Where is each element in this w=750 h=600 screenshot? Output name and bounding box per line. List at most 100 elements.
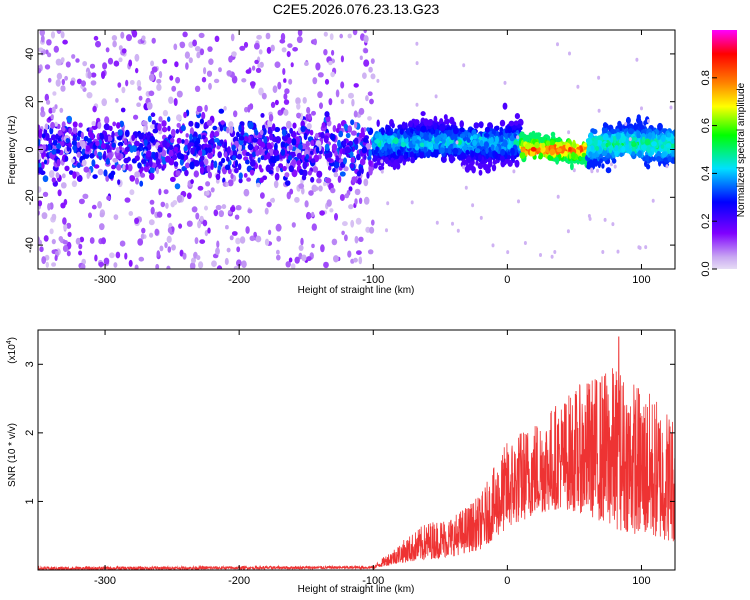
heatmap-point bbox=[670, 157, 675, 164]
heatmap-point bbox=[459, 133, 466, 139]
heatmap-point bbox=[162, 58, 168, 64]
heatmap-point bbox=[87, 71, 92, 79]
heatmap-point bbox=[363, 48, 369, 54]
heatmap-point bbox=[287, 155, 293, 161]
heatmap-point bbox=[435, 220, 439, 225]
heatmap-point bbox=[65, 138, 70, 143]
heatmap-point bbox=[53, 45, 59, 53]
heatmap-point bbox=[214, 35, 220, 42]
heatmap-point bbox=[323, 31, 328, 37]
heatmap-point bbox=[461, 158, 466, 165]
heatmap-point bbox=[185, 62, 189, 70]
heatmap-point bbox=[247, 104, 251, 113]
heatmap-point bbox=[236, 259, 242, 267]
heatmap-point bbox=[88, 129, 93, 138]
heatmap-point bbox=[314, 186, 319, 191]
heatmap-point bbox=[149, 172, 155, 181]
heatmap-point bbox=[289, 188, 294, 195]
heatmap-point bbox=[640, 106, 643, 111]
heatmap-point bbox=[238, 178, 243, 184]
heatmap-point bbox=[225, 182, 229, 187]
heatmap-point bbox=[490, 136, 494, 144]
heatmap-point bbox=[386, 201, 390, 206]
heatmap-point bbox=[63, 223, 68, 231]
heatmap-point bbox=[273, 149, 279, 156]
heatmap-point bbox=[90, 80, 97, 86]
heatmap-point bbox=[307, 212, 312, 219]
heatmap-point bbox=[323, 261, 329, 269]
heatmap-point bbox=[176, 114, 182, 122]
heatmap-point bbox=[340, 81, 345, 89]
heatmap-point bbox=[312, 166, 319, 173]
heatmap-point bbox=[310, 158, 316, 164]
heatmap-point bbox=[43, 235, 49, 242]
heatmap-point bbox=[412, 135, 418, 142]
heatmap-point bbox=[500, 155, 505, 162]
heatmap-point bbox=[189, 133, 193, 141]
heatmap-point bbox=[234, 167, 239, 174]
heatmap-point bbox=[133, 114, 139, 120]
heatmap-point bbox=[367, 249, 374, 255]
heatmap-point bbox=[343, 138, 347, 147]
heatmap-point bbox=[226, 156, 230, 162]
heatmap-point bbox=[611, 222, 615, 227]
heatmap-point bbox=[118, 45, 123, 51]
heatmap-point bbox=[116, 122, 121, 129]
heatmap-point bbox=[98, 261, 105, 267]
heatmap-point bbox=[166, 235, 172, 243]
heatmap-point bbox=[426, 142, 433, 148]
heatmap-point bbox=[433, 142, 439, 150]
heatmap-point bbox=[254, 129, 259, 136]
heatmap-point bbox=[507, 126, 513, 134]
heatmap-point bbox=[100, 142, 106, 149]
heatmap-point bbox=[204, 230, 209, 237]
heatmap-point bbox=[508, 120, 515, 127]
heatmap-point bbox=[590, 128, 596, 134]
heatmap-point bbox=[356, 250, 362, 256]
heatmap-point bbox=[593, 138, 598, 147]
heatmap-point bbox=[400, 141, 406, 148]
heatmap-point bbox=[38, 200, 43, 207]
heatmap-point bbox=[503, 80, 507, 85]
heatmap-point bbox=[358, 236, 364, 242]
heatmap-point bbox=[224, 257, 229, 266]
bottom-x-axis: -300 -200 -100 0 100 bbox=[94, 330, 651, 587]
heatmap-point bbox=[189, 127, 194, 136]
heatmap-point bbox=[124, 146, 131, 153]
heatmap-point bbox=[568, 146, 572, 152]
heatmap-point bbox=[268, 114, 274, 122]
heatmap-point bbox=[165, 202, 169, 209]
heatmap-point bbox=[201, 76, 207, 83]
heatmap-point bbox=[660, 134, 666, 143]
heatmap-point bbox=[371, 219, 375, 226]
heatmap-point bbox=[216, 240, 220, 249]
heatmap-point bbox=[363, 59, 370, 67]
heatmap-point bbox=[249, 235, 256, 242]
heatmap-point bbox=[618, 138, 623, 145]
heatmap-point bbox=[61, 78, 65, 86]
heatmap-point bbox=[51, 106, 56, 114]
heatmap-point bbox=[495, 145, 499, 152]
heatmap-point bbox=[276, 235, 282, 242]
exp-open: (x10 bbox=[7, 344, 18, 364]
heatmap-point bbox=[125, 163, 129, 171]
heatmap-point bbox=[434, 94, 438, 99]
heatmap-point bbox=[220, 120, 225, 125]
heatmap-point bbox=[499, 119, 506, 127]
heatmap-point bbox=[231, 144, 236, 151]
snr-series-line bbox=[38, 336, 675, 570]
heatmap-point bbox=[485, 147, 489, 154]
heatmap-point bbox=[396, 132, 401, 140]
heatmap-point bbox=[641, 136, 646, 143]
heatmap-point bbox=[42, 191, 49, 197]
heatmap-point bbox=[60, 182, 67, 189]
heatmap-point bbox=[103, 123, 110, 131]
heatmap-point bbox=[207, 171, 212, 179]
heatmap-point bbox=[433, 148, 439, 157]
colorbar-tick-label: 0.6 bbox=[700, 118, 712, 133]
heatmap-point bbox=[282, 68, 286, 75]
heatmap-point bbox=[210, 162, 214, 171]
heatmap-point bbox=[124, 252, 128, 260]
heatmap-point bbox=[166, 265, 171, 269]
heatmap-point bbox=[56, 30, 62, 34]
